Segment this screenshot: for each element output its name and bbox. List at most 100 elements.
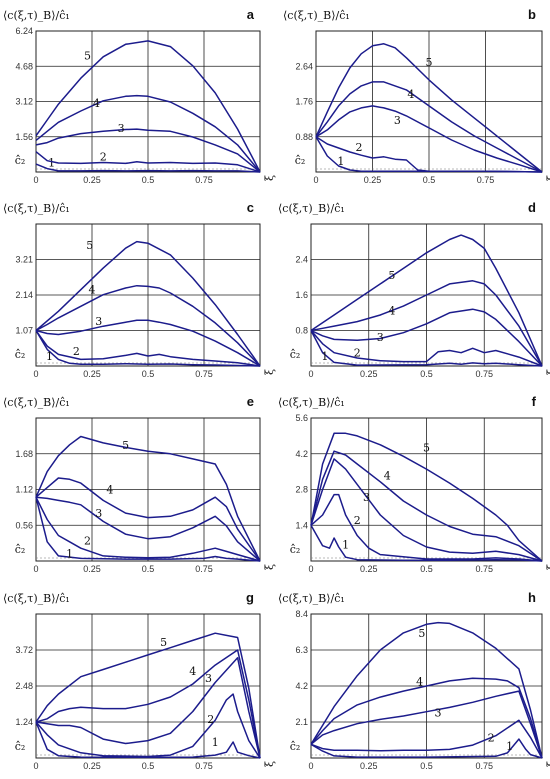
x-tick-label: 0 <box>308 761 313 771</box>
series-line-1 <box>310 738 543 759</box>
y-tick-label: 1.4 <box>295 520 308 530</box>
y-tick-label: 1.56 <box>15 132 33 142</box>
panel-label: h <box>528 590 536 605</box>
series-label-1: 1 <box>321 350 328 363</box>
x-tick-label: 0.75 <box>475 761 493 771</box>
series-line-3 <box>35 657 261 759</box>
series-line-5 <box>35 40 261 173</box>
series-label-3: 3 <box>118 122 125 135</box>
series-label-2: 2 <box>488 731 495 744</box>
series-label-5: 5 <box>426 56 433 69</box>
series-line-4 <box>35 477 261 562</box>
c2-axis-label: ĉ₂ <box>15 154 26 167</box>
panel-label: e <box>247 394 254 409</box>
series-line-5 <box>310 234 543 367</box>
x-tick-label: 0 <box>33 175 38 185</box>
series-label-5: 5 <box>122 439 129 452</box>
series-label-4: 4 <box>407 88 414 101</box>
series-line-5 <box>315 43 543 173</box>
x-tick-label: 0.75 <box>195 761 213 771</box>
series-label-5: 5 <box>388 269 395 282</box>
c2-axis-label: ĉ₂ <box>15 543 26 556</box>
x-tick-label: 0.25 <box>360 564 378 574</box>
series-label-5: 5 <box>423 441 430 454</box>
series-line-4 <box>315 81 543 173</box>
y-tick-label: 2.8 <box>295 485 308 495</box>
series-label-5: 5 <box>160 636 167 649</box>
series-label-3: 3 <box>205 672 212 685</box>
chart-panel-e: 0 0.25 0.5 0.75 0.56 1.12 1.68 ĉ₂ ξ ⟨c(ξ,τ)_B⟩/ĉ₁… <box>3 394 276 574</box>
y-tick-label: 0.56 <box>15 520 33 530</box>
series-label-2: 2 <box>354 347 361 360</box>
y-axis-label: ⟨c(ξ,τ)_B⟩/ĉ₁ <box>283 9 350 22</box>
series-line-2 <box>35 151 261 173</box>
x-tick-label: 0.5 <box>420 369 433 379</box>
y-tick-label: 6.3 <box>295 645 308 655</box>
series-line-4 <box>310 450 543 562</box>
series-line-5 <box>35 632 261 759</box>
series-line-5 <box>35 435 261 562</box>
x-axis-label: ξ <box>263 369 276 375</box>
y-tick-label: 4.2 <box>295 681 308 691</box>
x-tick-label: 0.5 <box>142 761 155 771</box>
y-axis-label: ⟨c(ξ,τ)_B⟩/ĉ₁ <box>3 202 70 215</box>
series-line-2 <box>310 493 543 562</box>
chart-panel-c: 0 0.25 0.5 0.75 1.07 2.14 3.21 ĉ₂ ξ ⟨c(ξ,τ)_B⟩/ĉ₁… <box>3 200 276 379</box>
panel-label: b <box>528 7 536 22</box>
y-tick-label: 6.24 <box>15 26 33 36</box>
series-line-2 <box>315 136 543 173</box>
panel-label: g <box>246 590 254 605</box>
chart-panel-g: 0 0.25 0.5 0.75 1.24 2.48 3.72 ĉ₂ ξ ⟨c(ξ,τ)_B⟩/ĉ₁… <box>3 590 276 771</box>
series-line-2 <box>35 693 261 759</box>
series-label-5: 5 <box>418 627 425 640</box>
x-axis-label: ξ <box>263 564 276 570</box>
x-tick-label: 0.25 <box>83 761 101 771</box>
y-tick-label: 0.88 <box>295 132 313 142</box>
series-line-4 <box>35 649 261 759</box>
series-label-1: 1 <box>212 736 219 749</box>
x-tick-label: 0 <box>33 369 38 379</box>
series-label-2: 2 <box>73 345 80 358</box>
c2-axis-label: ĉ₂ <box>290 348 301 361</box>
series-line-5 <box>35 240 261 367</box>
series-label-2: 2 <box>207 713 214 726</box>
x-tick-label: 0.75 <box>195 369 213 379</box>
y-tick-label: 2.4 <box>295 255 308 265</box>
series-label-1: 1 <box>66 547 73 560</box>
panel-label: f <box>532 394 537 409</box>
x-tick-label: 0 <box>33 761 38 771</box>
series-label-4: 4 <box>189 665 196 678</box>
panel-label: a <box>247 7 255 22</box>
y-axis-label: ⟨c(ξ,τ)_B⟩/ĉ₁ <box>278 592 345 605</box>
y-tick-label: 1.68 <box>15 449 33 459</box>
x-tick-label: 0.75 <box>195 175 213 185</box>
series-label-3: 3 <box>394 114 401 127</box>
series-label-3: 3 <box>363 491 370 504</box>
x-tick-label: 0.25 <box>83 369 101 379</box>
panel-label: d <box>528 200 536 215</box>
x-axis-label: ξ <box>545 175 550 181</box>
y-axis-label: ⟨c(ξ,τ)_B⟩/ĉ₁ <box>3 9 70 22</box>
series-label-1: 1 <box>506 740 513 753</box>
y-tick-label: 1.6 <box>295 290 308 300</box>
chart-panel-d: 0 0.25 0.5 0.75 0.8 1.6 2.4 ĉ₂ ξ ⟨c(ξ,τ)_B⟩/ĉ₁ d 1 2… <box>278 200 550 379</box>
x-axis-label: ξ <box>545 761 550 767</box>
x-tick-label: 0.25 <box>360 761 378 771</box>
chart-panel-a: 0 0.25 0.5 0.75 1.56 3.12 4.68 6.24 ĉ₂ ξ ⟨c(ξ,τ)_B… <box>3 7 276 185</box>
c2-axis-label: ĉ₂ <box>290 740 301 753</box>
series-label-5: 5 <box>86 239 93 252</box>
series-line-3 <box>35 319 261 367</box>
y-tick-label: 3.72 <box>15 645 33 655</box>
y-tick-label: 5.6 <box>295 413 308 423</box>
series-line-3 <box>315 105 543 173</box>
series-label-1: 1 <box>337 155 344 168</box>
y-tick-label: 2.14 <box>15 290 33 300</box>
panel-label: c <box>247 200 254 215</box>
x-tick-label: 0 <box>308 564 313 574</box>
series-line-4 <box>310 280 543 367</box>
series-label-4: 4 <box>93 97 100 110</box>
series-label-3: 3 <box>377 331 384 344</box>
y-tick-label: 2.48 <box>15 681 33 691</box>
y-tick-label: 0.8 <box>295 326 308 336</box>
y-tick-label: 1.24 <box>15 717 33 727</box>
